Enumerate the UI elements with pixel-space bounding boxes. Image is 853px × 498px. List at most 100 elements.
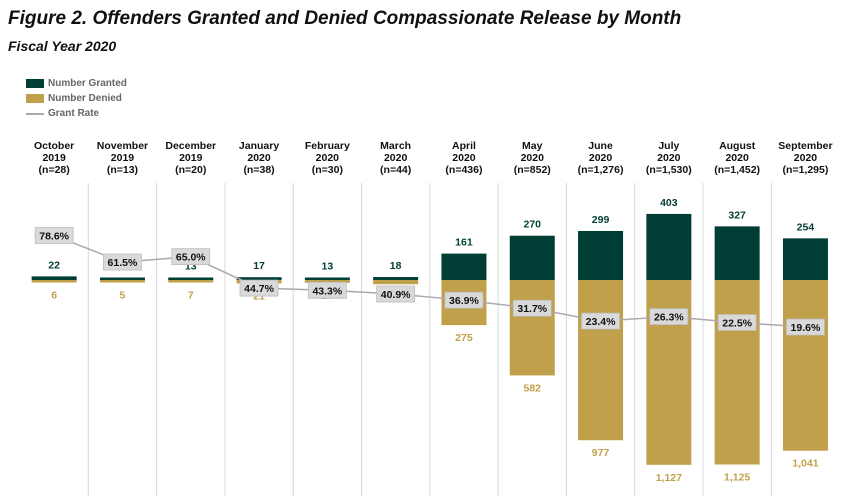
month-header-label: February [305, 140, 350, 152]
grant-rate-label: 43.3% [312, 285, 342, 297]
denied-value-label: 1,125 [724, 472, 750, 484]
granted-value-label: 17 [253, 260, 265, 272]
month-header-label: (n=30) [312, 164, 343, 176]
granted-bar [782, 238, 828, 280]
grant-rate-label-box [444, 291, 484, 309]
month-header-label: (n=1,295) [783, 164, 829, 176]
month-header-label: 2020 [384, 152, 408, 164]
grant-rate-label: 61.5% [108, 257, 138, 269]
legend-swatch-rate [26, 112, 44, 115]
denied-value-label: 5 [120, 290, 126, 302]
month-header-label: (n=1,276) [578, 164, 624, 176]
month-header-label: June [588, 140, 613, 152]
denied-bar [168, 280, 214, 283]
legend-label-rate: Grant Rate [48, 108, 100, 119]
granted-value-label: 13 [322, 261, 334, 273]
granted-bar [509, 235, 555, 280]
month-header-label: (n=852) [514, 164, 551, 176]
denied-value-label: 275 [455, 332, 473, 344]
granted-value-label: 13 [185, 261, 197, 273]
grant-rate-label-box [786, 318, 825, 336]
granted-bar [31, 276, 77, 280]
denied-bar [509, 280, 555, 376]
month-header-label: 2019 [111, 152, 135, 164]
month-header-label: March [380, 140, 411, 152]
denied-bar [31, 280, 77, 283]
granted-bar [168, 277, 214, 280]
denied-value-label: 6 [51, 290, 57, 302]
month-header-label: January [239, 140, 279, 152]
month-header-label: 2020 [589, 152, 613, 164]
grant-rate-label: 19.6% [791, 322, 821, 334]
granted-value-label: 254 [797, 221, 815, 233]
month-header-label: October [34, 140, 74, 152]
month-header-label: (n=1,530) [646, 164, 692, 176]
month-header-label: 2019 [42, 152, 66, 164]
legend: Number Granted Number Denied Grant Rate [26, 76, 127, 121]
month-header-label: (n=28) [39, 164, 70, 176]
month-header-label: July [658, 140, 679, 152]
granted-bar [99, 277, 145, 280]
grant-rate-label: 26.3% [654, 312, 684, 324]
grant-rate-label-box [581, 312, 620, 330]
granted-value-label: 299 [592, 214, 610, 226]
month-header-label: November [97, 140, 148, 152]
grant-rate-label-box [103, 253, 142, 271]
denied-value-label: 1,127 [656, 472, 682, 484]
granted-value-label: 403 [660, 197, 678, 209]
chart-subtitle: Fiscal Year 2020 [8, 38, 117, 54]
granted-bar [373, 277, 419, 280]
denied-value-label: 1,041 [792, 458, 818, 470]
legend-swatch-denied [26, 94, 44, 103]
legend-item-granted: Number Granted [26, 76, 127, 91]
grant-rate-label: 78.6% [39, 231, 69, 243]
granted-value-label: 161 [455, 237, 473, 249]
grant-rate-label-box [512, 299, 552, 317]
month-header-label: (n=436) [445, 164, 482, 176]
denied-bar [373, 280, 419, 285]
granted-bar [441, 253, 487, 280]
denied-bar [646, 280, 692, 465]
denied-value-label: 582 [523, 382, 541, 394]
granted-value-label: 270 [523, 219, 541, 231]
granted-value-label: 22 [48, 259, 60, 271]
legend-swatch-granted [26, 79, 44, 88]
month-header-label: 2020 [657, 152, 681, 164]
denied-bar [99, 280, 145, 283]
month-header-label: 2020 [247, 152, 271, 164]
month-header-label: 2020 [521, 152, 545, 164]
grant-rate-label: 44.7% [244, 283, 274, 295]
grant-rate-label-box [307, 281, 347, 299]
granted-bar [714, 226, 760, 280]
month-header-label: (n=38) [243, 164, 274, 176]
grant-rate-label-box [239, 279, 279, 297]
month-header-label: (n=1,452) [714, 164, 760, 176]
month-header-label: September [778, 140, 832, 152]
legend-label-denied: Number Denied [48, 93, 122, 104]
denied-bar [714, 280, 760, 465]
grant-rate-label-box [649, 308, 689, 326]
grant-rate-label-box [376, 285, 416, 303]
grant-rate-label: 36.9% [449, 295, 479, 307]
month-header-label: (n=13) [107, 164, 138, 176]
grant-rate-label-box [717, 314, 757, 331]
month-header-label: 2020 [725, 152, 749, 164]
granted-value-label: 18 [390, 260, 402, 272]
month-header-label: 2020 [316, 152, 340, 164]
granted-bar [646, 213, 692, 280]
denied-bar [304, 280, 350, 283]
grant-rate-label-box [171, 248, 211, 266]
grant-rate-label: 22.5% [722, 318, 752, 330]
granted-value-label: 327 [728, 209, 746, 221]
denied-value-label: 7 [188, 290, 194, 302]
legend-item-denied: Number Denied [26, 91, 127, 106]
month-header-label: 2020 [452, 152, 476, 164]
grant-rate-label: 40.9% [381, 289, 411, 301]
legend-label-granted: Number Granted [48, 78, 127, 89]
granted-bar [578, 230, 624, 280]
grant-rate-label-box [34, 227, 74, 244]
chart-title: Figure 2. Offenders Granted and Denied C… [8, 8, 682, 29]
grant-rate-label: 65.0% [176, 252, 206, 264]
denied-bar [578, 280, 624, 441]
